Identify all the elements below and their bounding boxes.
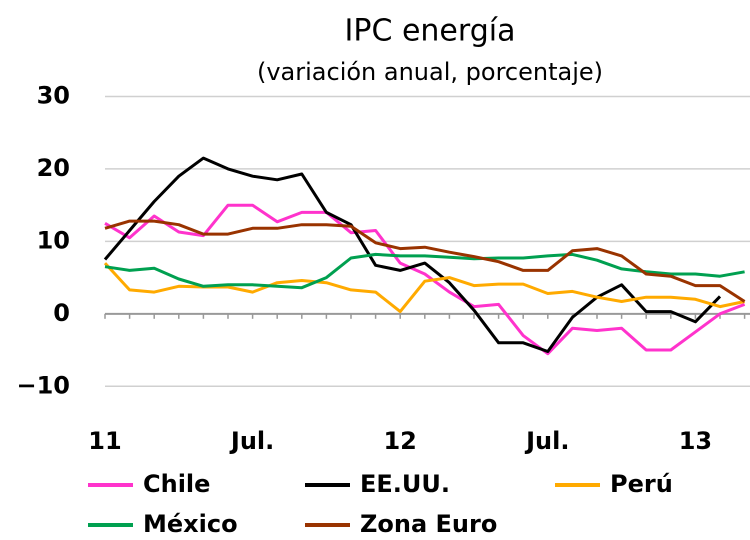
y-tick-label: 20	[37, 154, 70, 182]
y-tick-label: 10	[37, 226, 70, 254]
legend-label: México	[143, 510, 238, 538]
legend-label: EE.UU.	[360, 470, 450, 498]
series-line	[103, 262, 745, 314]
x-tick-label: Jul.	[229, 427, 274, 455]
legend-label: Chile	[143, 470, 210, 498]
x-tick-label: 13	[679, 427, 712, 455]
x-tick-label: 12	[383, 427, 416, 455]
x-tick-label: Jul.	[524, 427, 569, 455]
series-line	[104, 219, 746, 303]
series-line	[104, 203, 746, 356]
chart-subtitle: (variación anual, porcentaje)	[257, 58, 603, 86]
legend-label: Zona Euro	[360, 510, 497, 538]
legend-label: Perú	[610, 470, 673, 498]
chart-title: IPC energía	[345, 14, 516, 49]
y-tick-label: 0	[53, 299, 70, 327]
series-line	[103, 156, 722, 353]
y-tick-label: −10	[16, 371, 70, 399]
y-tick-label: 30	[37, 81, 70, 109]
x-tick-label: 11	[88, 427, 121, 455]
series-line	[104, 252, 745, 290]
